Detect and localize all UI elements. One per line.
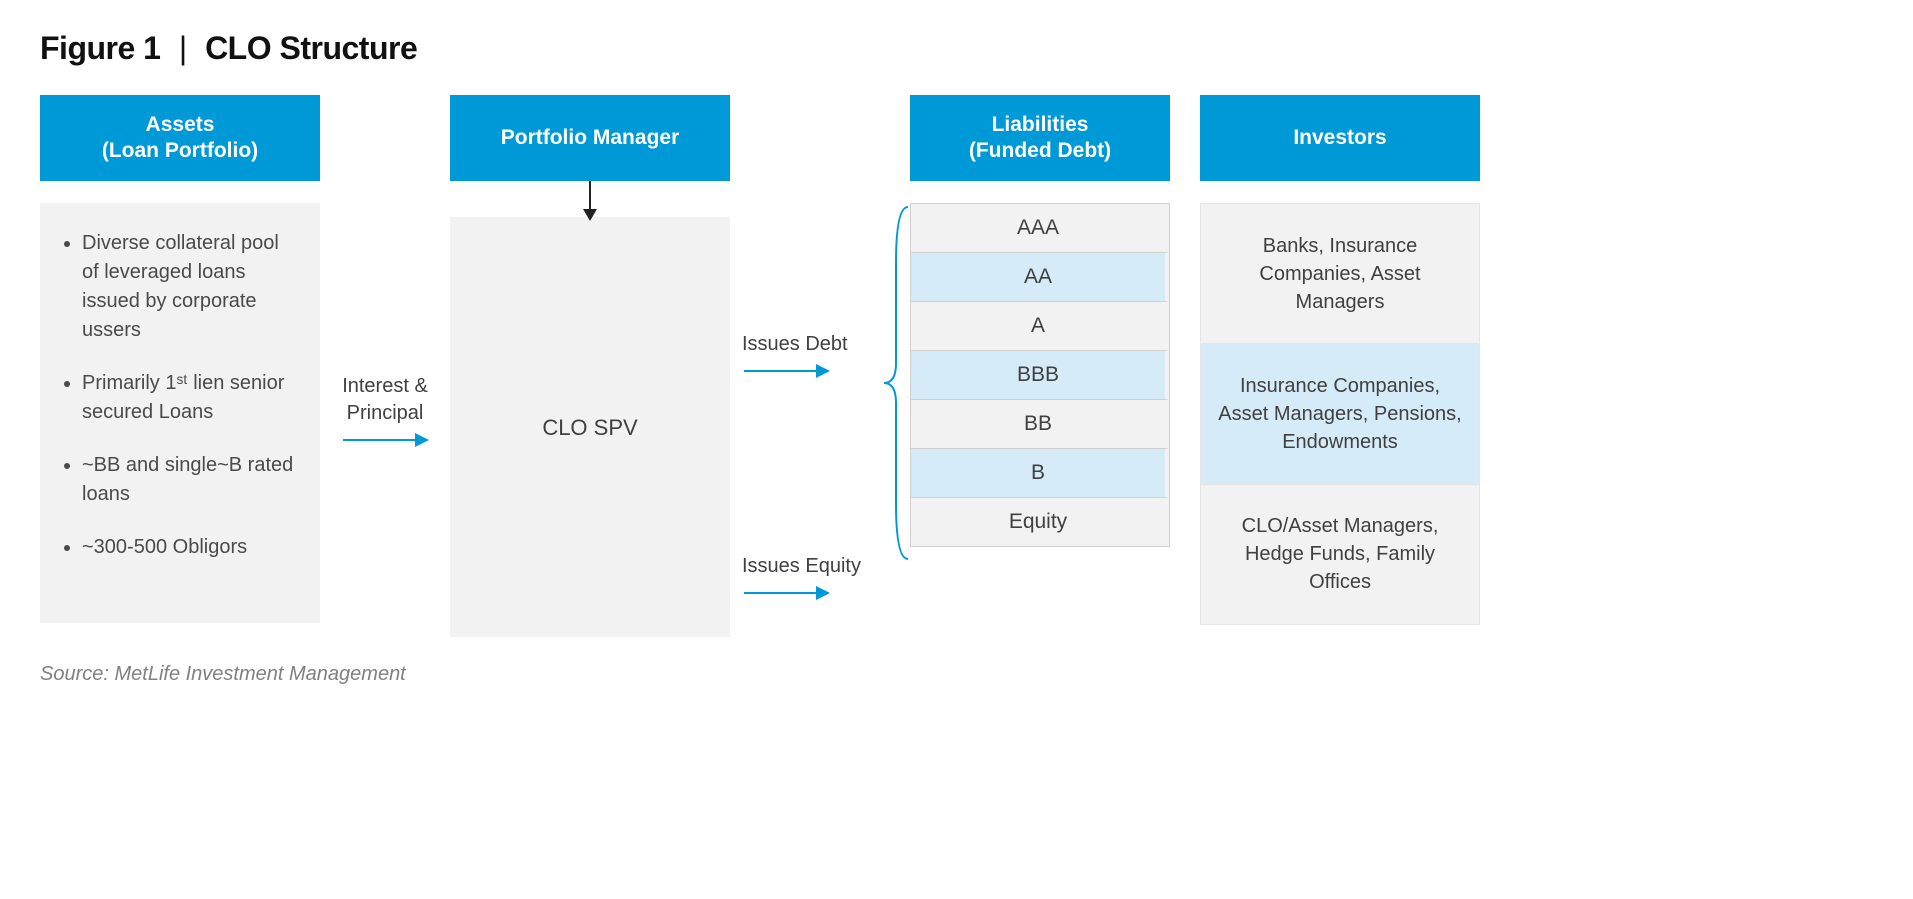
assets-bullet: Diverse collateral pool of leveraged loa… [82,229,298,345]
tranche-row: B [911,449,1169,498]
arrow-right-icon [742,582,830,604]
assets-header: Assets (Loan Portfolio) [40,95,320,181]
bracket-icon [882,203,910,563]
arrow-down-icon [579,181,601,221]
clo-spv-label: CLO SPV [542,412,637,444]
liabilities-column: Liabilities (Funded Debt) AAA AA A BBB B… [910,95,1170,547]
investor-segment: Banks, Insurance Companies, Asset Manage… [1201,204,1479,344]
figure-main-title: CLO Structure [205,30,417,66]
portfolio-manager-column: Portfolio Manager CLO SPV [450,95,730,637]
liabilities-header-line2: (Funded Debt) [920,138,1160,164]
assets-bullet-list: Diverse collateral pool of leveraged loa… [62,229,298,562]
assets-header-line2: (Loan Portfolio) [50,138,310,164]
portfolio-manager-header-text: Portfolio Manager [460,125,720,151]
tranche-row: AAA [911,204,1169,253]
interest-principal-label-line2: Principal [347,402,424,425]
tranche-row: AA [911,253,1169,302]
interest-principal-label-line1: Interest & [342,375,428,398]
title-separator: | [169,30,197,66]
figure-number: Figure 1 [40,30,160,66]
assets-header-line1: Assets [50,112,310,138]
arrow-right-icon [742,360,830,382]
investors-header-text: Investors [1210,125,1470,151]
connector-interest-principal: Interest & Principal [320,95,450,623]
portfolio-manager-header: Portfolio Manager [450,95,730,181]
investors-column: Investors Banks, Insurance Companies, As… [1200,95,1480,625]
investor-segment: CLO/Asset Managers, Hedge Funds, Family … [1201,485,1479,624]
assets-bullet: ~300-500 Obligors [82,533,298,562]
liabilities-header: Liabilities (Funded Debt) [910,95,1170,181]
investor-segment: Insurance Companies, Asset Managers, Pen… [1201,344,1479,484]
arrow-right-icon [341,429,429,451]
investors-body: Banks, Insurance Companies, Asset Manage… [1200,203,1480,625]
tranche-row: BBB [911,351,1169,400]
issues-equity-label: Issues Equity [742,555,861,578]
assets-body: Diverse collateral pool of leveraged loa… [40,203,320,623]
assets-bullet: Primarily 1ˢᵗ lien senior secured Loans [82,369,298,427]
tranche-row: A [911,302,1169,351]
issues-debt-label: Issues Debt [742,333,848,356]
clo-structure-grid: Assets (Loan Portfolio) Diverse collater… [40,95,1560,637]
tranche-row: BB [911,400,1169,449]
source-line: Source: MetLife Investment Management [40,663,1560,686]
investors-header: Investors [1200,95,1480,181]
clo-spv-box: CLO SPV [450,217,730,637]
assets-bullet: ~BB and single~B rated loans [82,451,298,509]
tranche-row-equity: Equity [911,498,1169,546]
portfolio-manager-arrow-down [450,181,730,221]
assets-column: Assets (Loan Portfolio) Diverse collater… [40,95,320,623]
liabilities-header-line1: Liabilities [920,112,1160,138]
tranche-list: AAA AA A BBB BB B Equity [910,203,1170,547]
figure-title: Figure 1 | CLO Structure [40,30,1560,67]
